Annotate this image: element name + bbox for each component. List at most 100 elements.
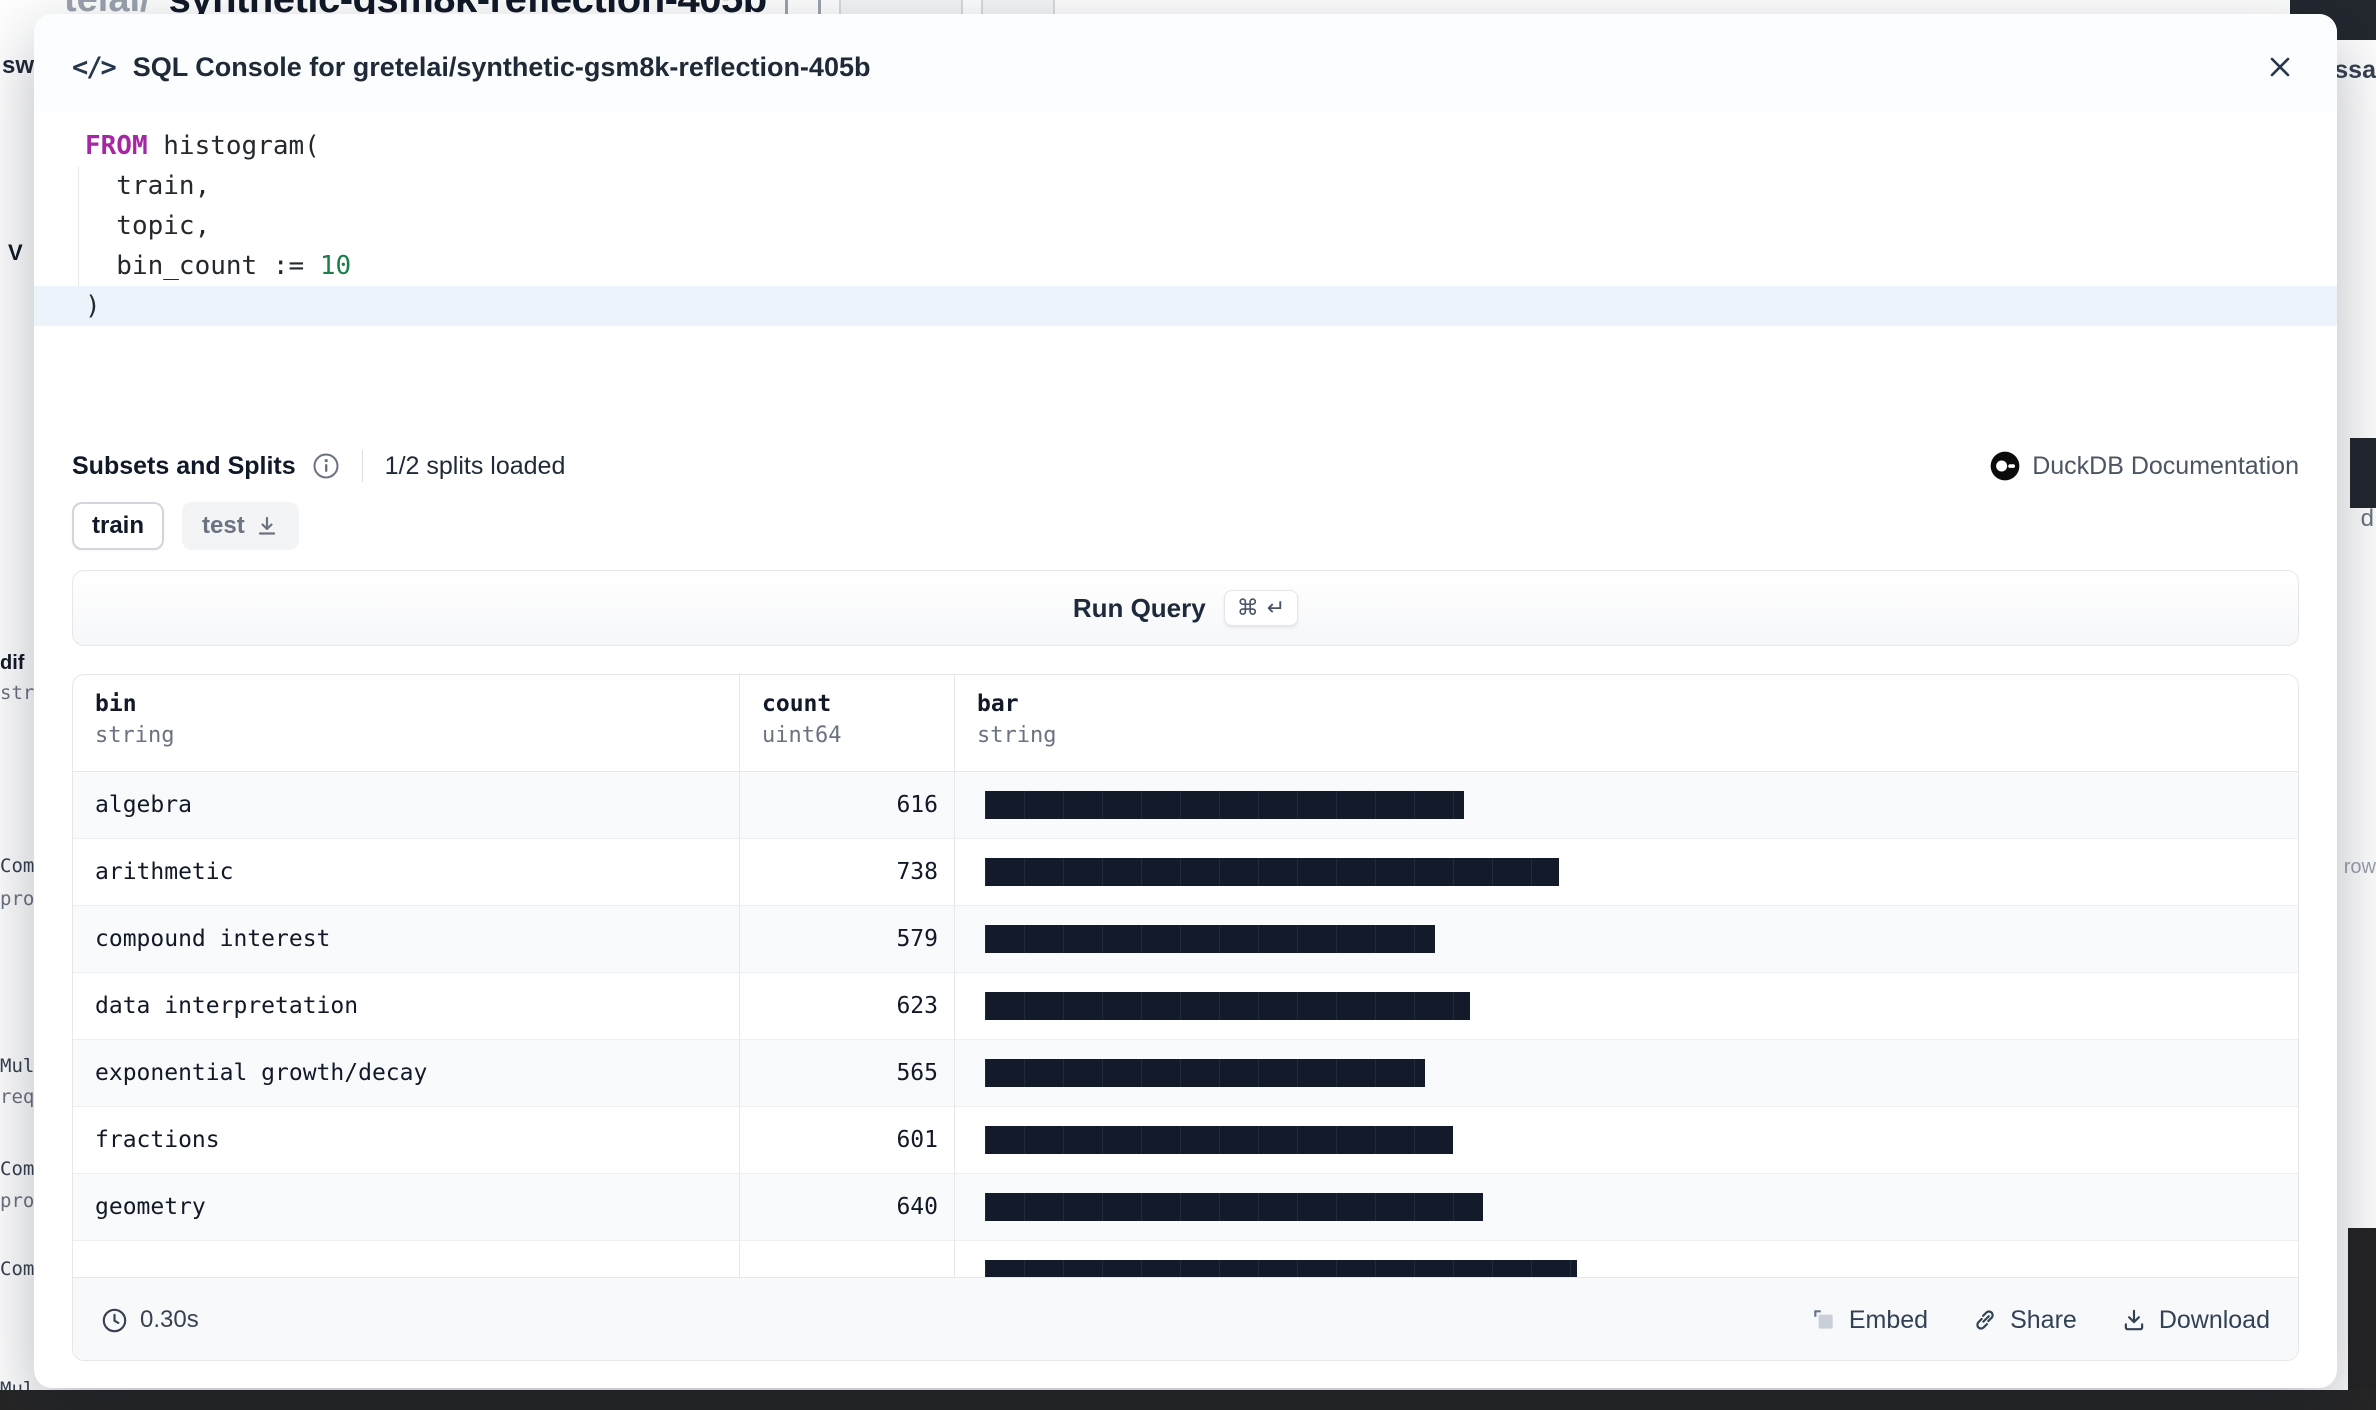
background-dark-block [2348,1228,2376,1410]
background-text-fragment: V [8,240,23,265]
histogram-bar [985,992,1470,1020]
cell-count: 616 [740,772,955,838]
cell-count: 565 [740,1040,955,1106]
split-buttons: train test [34,502,2337,550]
splits-status: 1/2 splits loaded [384,451,566,480]
cell-count: 579 [740,906,955,972]
run-query-button[interactable]: Run Query ⌘ ↵ [72,570,2299,646]
column-header-count: count uint64 [740,675,955,771]
table-row-partial [73,1241,2298,1277]
cell-bin: compound interest [73,906,740,972]
run-query-label: Run Query [1072,592,1206,623]
column-type: string [977,723,1057,748]
cell-bar [955,772,2298,838]
splits-heading: Subsets and Splits [72,451,296,480]
close-icon [2270,57,2290,77]
background-text-fragment: d [2360,505,2374,532]
cell-bar [955,839,2298,905]
cell-bar [955,1107,2298,1173]
table-row: geometry 640 [73,1174,2298,1241]
background-text-fragment: pro [0,1190,35,1212]
cell-bin: exponential growth/decay [73,1040,740,1106]
cell-count: 640 [740,1174,955,1240]
code-icon: </> [72,51,117,83]
keyboard-shortcut-badge: ⌘ ↵ [1223,590,1299,626]
code-line[interactable]: topic, [34,206,2337,246]
code-token-number: 10 [319,251,352,281]
cell-bin: geometry [73,1174,740,1240]
code-token-plain: train, [85,171,211,201]
background-text-fragment: Com [0,1258,35,1280]
background-text-fragment: Com [0,855,35,877]
background-text-fragment: row [2343,856,2376,878]
split-train-label: train [92,512,145,539]
download-icon [2124,1309,2144,1331]
embed-label: Embed [1848,1305,1929,1334]
duration-value: 0.30s [140,1306,199,1333]
table-row: exponential growth/decay 565 [73,1040,2298,1107]
cell-count: 738 [740,839,955,905]
column-header-bin: bin string [73,675,740,771]
background-text-fragment: sw [2,52,35,79]
download-label: Download [2158,1305,2270,1334]
share-link-icon [1976,1310,1994,1330]
column-name: count [762,691,832,717]
divider [361,450,363,482]
download-icon [258,516,275,535]
histogram-bar [985,925,1435,953]
cell-bar [955,906,2298,972]
background-text-fragment: req [0,1086,35,1108]
splits-bar: Subsets and Splits 1/2 splits loaded Duc… [34,450,2337,482]
info-icon[interactable] [312,452,340,480]
close-button[interactable] [2261,48,2299,86]
background-text-fragment: dif [0,652,25,674]
table-header: bin string count uint64 bar string [73,675,2298,772]
histogram-bar [985,1059,1425,1087]
code-token-plain: ) [85,291,101,321]
split-button-test[interactable]: test [182,502,299,550]
modal-title: SQL Console for gretelai/synthetic-gsm8k… [132,51,871,82]
split-test-label: test [202,512,245,539]
cell-bin: arithmetic [73,839,740,905]
column-type: string [95,723,175,748]
code-line[interactable]: bin_count := 10 [34,246,2337,286]
column-type: uint64 [762,723,842,748]
cell-bar [955,1040,2298,1106]
share-button[interactable]: Share [1972,1306,2077,1335]
table-row: compound interest 579 [73,906,2298,973]
indent-guide [78,166,79,286]
cell-bin: data interpretation [73,973,740,1039]
clock-icon [102,1308,127,1332]
modal-header: </> SQL Console for gretelai/synthetic-g… [34,14,2337,112]
column-header-bar: bar string [955,675,2298,771]
results-footer: 0.30s Embed Share [73,1277,2298,1360]
duckdb-doc-link[interactable]: DuckDB Documentation [1990,451,2299,481]
code-token-plain: histogram( [147,131,320,161]
code-line[interactable]: ) [34,286,2337,326]
duckdb-doc-label: DuckDB Documentation [2032,451,2299,480]
histogram-bar [985,1260,1577,1277]
sql-editor[interactable]: FROM histogram( train, topic, bin_count … [34,112,2337,444]
column-name: bar [977,691,1019,717]
cell-bin [73,1241,740,1277]
background-text-fragment: pro [0,888,35,910]
cell-count: 601 [740,1107,955,1173]
split-button-train[interactable]: train [72,502,165,550]
download-button[interactable]: Download [2121,1306,2270,1335]
background-text-fragment: Mul [0,1055,35,1077]
code-line[interactable]: train, [34,166,2337,206]
background-dark-block [2350,438,2376,508]
embed-icon [1814,1310,1833,1329]
share-label: Share [2010,1305,2077,1334]
code-line[interactable]: FROM histogram( [34,126,2337,166]
cell-count [740,1241,955,1277]
sql-console-modal: </> SQL Console for gretelai/synthetic-g… [34,14,2337,1388]
table-body[interactable]: algebra 616 arithmetic 738 compound interest… [73,772,2298,1277]
duckdb-logo-icon [1990,451,2020,481]
histogram-bar [985,1126,1453,1154]
embed-button[interactable]: Embed [1811,1306,1928,1335]
histogram-bar [985,858,1559,886]
cell-bin: algebra [73,772,740,838]
table-row: data interpretation 623 [73,973,2298,1040]
